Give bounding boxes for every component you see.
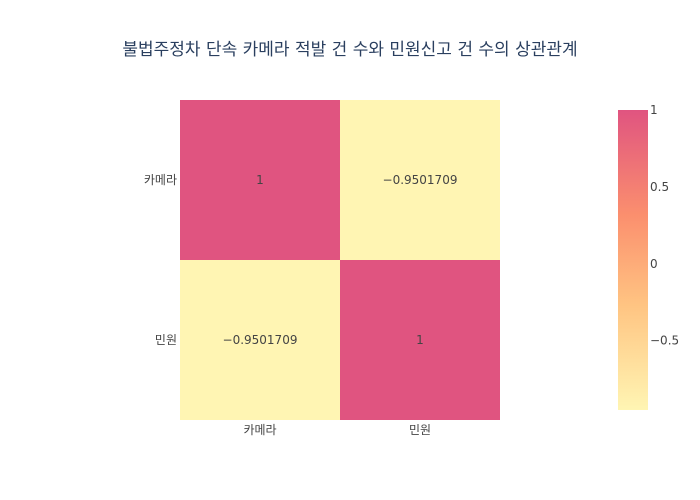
cell-value-label: −0.9501709 [383,173,458,187]
heatmap-cell [340,100,500,260]
heatmap-cell-labels: 1 −0.9501709 −0.9501709 1 [223,173,458,347]
cell-value-label: 1 [416,333,424,347]
chart-title: 불법주정차 단속 카메라 적발 건 수와 민원신고 건 수의 상관관계 [122,40,577,60]
cell-value-label: 1 [256,173,264,187]
heatmap-cell [340,260,500,420]
cell-value-label: −0.9501709 [223,333,298,347]
x-tick-label: 민원 [409,423,431,437]
x-tick-label: 카메라 [243,423,276,437]
colorbar: 1 0.5 0 −0.5 [618,103,679,410]
colorbar-tick-label: −0.5 [650,334,679,348]
y-tick-label: 카메라 [144,173,177,187]
colorbar-tick-label: 0 [650,257,658,271]
heatmap-cell [180,100,340,260]
x-axis: 카메라 민원 [243,423,431,437]
y-tick-label: 민원 [155,333,177,347]
heatmap-cell [180,260,340,420]
colorbar-gradient [618,110,648,410]
colorbar-tick-label: 0.5 [650,180,669,194]
heatmap-cells [180,100,500,420]
colorbar-tick-label: 1 [650,103,658,117]
